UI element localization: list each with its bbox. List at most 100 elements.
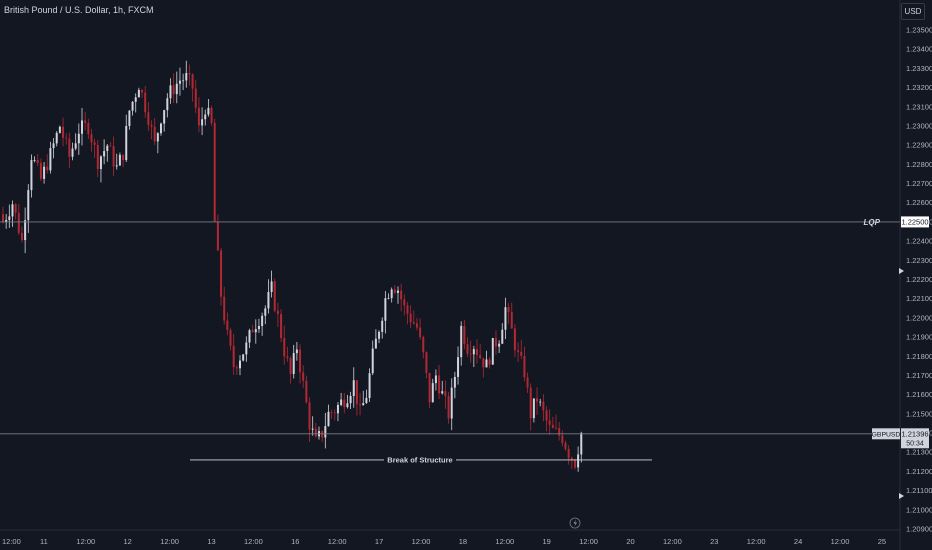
candle-body [197, 107, 200, 126]
candle-body [523, 355, 526, 378]
candle-body [273, 281, 276, 311]
candle-body [422, 337, 425, 353]
time-tick-label: 12:00 [244, 537, 263, 546]
time-tick-label: 20 [626, 537, 634, 546]
price-tick-label: 1.20900 [906, 525, 932, 534]
candle-body [346, 403, 349, 408]
candle-body [226, 320, 229, 331]
candle-body [134, 97, 137, 102]
candle-body [349, 396, 352, 404]
candle-body [393, 289, 396, 293]
candle-body [128, 110, 131, 127]
candle-body [539, 401, 542, 403]
last-price-badge [901, 428, 929, 449]
price-tick-label: 1.21800 [906, 352, 932, 361]
candle-body [352, 380, 355, 397]
candle-body [33, 160, 36, 161]
candle-body [387, 298, 390, 299]
candle-body [330, 411, 333, 413]
candle-body [444, 391, 447, 397]
candle-body [232, 345, 235, 368]
candle-body [412, 322, 415, 324]
time-tick-label: 24 [794, 537, 802, 546]
time-tick-label: 12:00 [495, 537, 514, 546]
candle-body [542, 401, 545, 411]
time-tick-label: 12 [124, 537, 132, 546]
time-tick-label: 11 [40, 537, 48, 546]
candle-body [90, 134, 93, 143]
alert-icon[interactable] [569, 517, 581, 529]
price-tick-label: 1.22400 [906, 237, 932, 246]
candle-body [365, 397, 368, 404]
candle-body [103, 151, 106, 157]
candle-body [428, 372, 431, 403]
time-axis[interactable]: 12:00 11 12:00 12 12:00 13 12:00 16 12:00 17 12:00… [2, 537, 886, 546]
candle-body [106, 145, 109, 152]
time-tick-label: 12:00 [412, 537, 431, 546]
candle-body [39, 162, 42, 179]
candle-body [175, 83, 178, 95]
price-tick-label: 1.21600 [906, 390, 932, 399]
candle-body [548, 420, 551, 425]
candle-body [510, 312, 513, 329]
lqp-price-badge [901, 216, 929, 228]
candle-body [87, 122, 90, 135]
candle-body [65, 137, 68, 139]
candle-body [545, 410, 548, 421]
candle-body [400, 290, 403, 300]
candle-body [223, 296, 226, 321]
scroll-marker-icon[interactable] [899, 493, 904, 499]
candle-body [270, 281, 273, 293]
candle-body [210, 107, 213, 123]
break-of-structure-label: Break of Structure [387, 455, 452, 464]
candle-body [397, 290, 399, 293]
candle-body [551, 424, 554, 428]
candle-body [441, 391, 444, 394]
candle-body [378, 331, 381, 339]
candle-body [191, 74, 194, 89]
candle-body [494, 338, 497, 347]
candle-body [46, 166, 49, 171]
candle-body [517, 350, 520, 352]
time-tick-label: 12:00 [2, 537, 21, 546]
candle-body [49, 148, 52, 171]
candle-body [321, 431, 324, 438]
candle-body [235, 367, 238, 369]
currency-button[interactable]: USD [901, 3, 925, 20]
candle-body [115, 165, 118, 167]
candle-body [150, 124, 153, 127]
candle-body [71, 148, 74, 157]
candle-body [257, 326, 260, 330]
candle-body [17, 212, 20, 233]
price-tick-label: 1.22600 [906, 198, 932, 207]
candle-body [58, 126, 61, 133]
candle-body [112, 145, 115, 167]
candle-body [485, 359, 488, 368]
candle-body [201, 119, 204, 126]
symbol-badge-text: GBPUSD [872, 431, 901, 438]
candle-body [55, 132, 58, 144]
candle-body [43, 166, 46, 179]
candle-body [14, 204, 17, 213]
candle-body [573, 459, 576, 468]
candle-body [359, 404, 362, 406]
price-tick-label: 1.23400 [906, 45, 932, 54]
candle-body [340, 399, 343, 405]
candle-body [419, 327, 422, 338]
candle-body [469, 353, 472, 355]
candle-body [160, 123, 162, 134]
last-price-badge-text: 1.21396 [901, 429, 928, 438]
candle-body [169, 85, 172, 99]
candle-body [488, 359, 491, 365]
time-tick-label: 12:00 [76, 537, 95, 546]
candle-body [507, 307, 510, 313]
candle-body [476, 349, 478, 356]
overlays-layer: LQP Break of Structure [0, 218, 900, 529]
candle-body [229, 330, 232, 346]
scroll-marker-icon[interactable] [899, 268, 904, 274]
candle-body [163, 110, 166, 124]
candle-body [333, 412, 336, 414]
price-tick-label: 1.21300 [906, 448, 932, 457]
candle-body [466, 344, 469, 354]
